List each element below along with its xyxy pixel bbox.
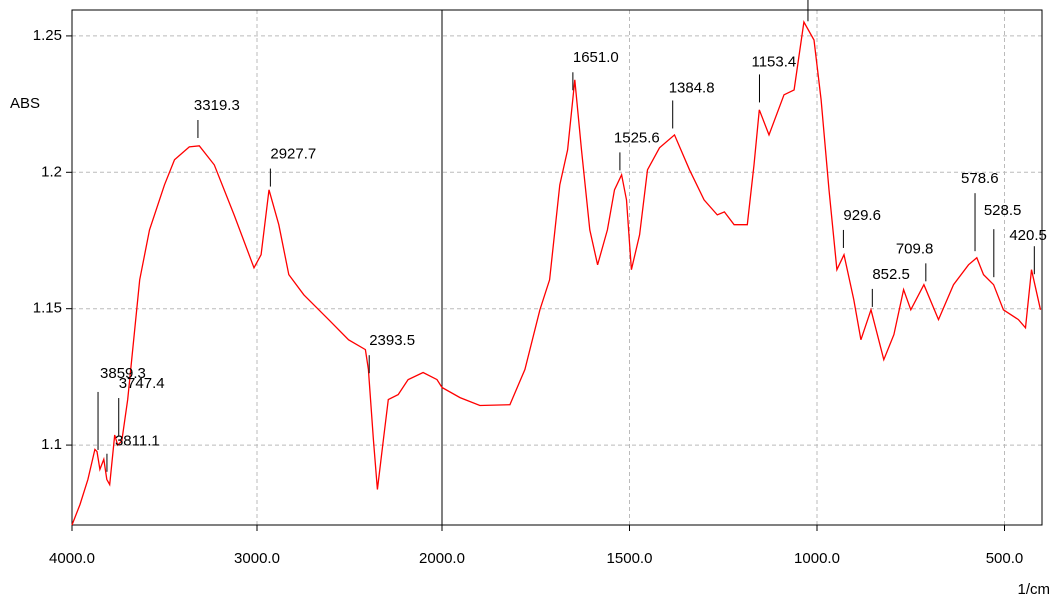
peak-label: 709.8 [896,240,934,257]
peak-label: 929.6 [843,207,881,224]
peak-label: 3811.1 [115,433,160,450]
peak-label: 2393.5 [369,332,415,349]
x-tick-label: 4000.0 [49,550,95,567]
peak-label: 1651.0 [573,49,619,66]
x-axis-label: 1/cm [1017,581,1050,598]
y-tick-label: 1.15 [33,300,62,317]
y-tick-label: 1.1 [41,436,62,453]
peak-label: 420.5 [1009,227,1047,244]
peak-label: 3747.4 [119,375,165,392]
peak-label: 1384.8 [669,79,715,96]
y-tick-label: 1.2 [41,163,62,180]
peak-label: 2927.7 [270,146,316,163]
peak-label: 578.6 [961,170,999,187]
x-tick-label: 1500.0 [607,550,653,567]
y-axis-label: ABS [10,95,40,112]
spectrum-line [71,20,1042,526]
y-tick-label: 1.25 [33,27,62,44]
peak-label: 3859.3 [100,365,146,382]
peak-label: 1525.6 [614,129,660,146]
peak-label: 3319.3 [194,97,240,114]
peak-label: 528.5 [984,202,1022,219]
x-tick-label: 1000.0 [794,550,840,567]
x-tick-label: 500.0 [986,550,1024,567]
x-tick-label: 3000.0 [234,550,280,567]
peak-label: 852.5 [872,266,910,283]
x-tick-label: 2000.0 [419,550,465,567]
plot-frame [71,9,1043,526]
peak-label: 1153.4 [751,53,796,70]
